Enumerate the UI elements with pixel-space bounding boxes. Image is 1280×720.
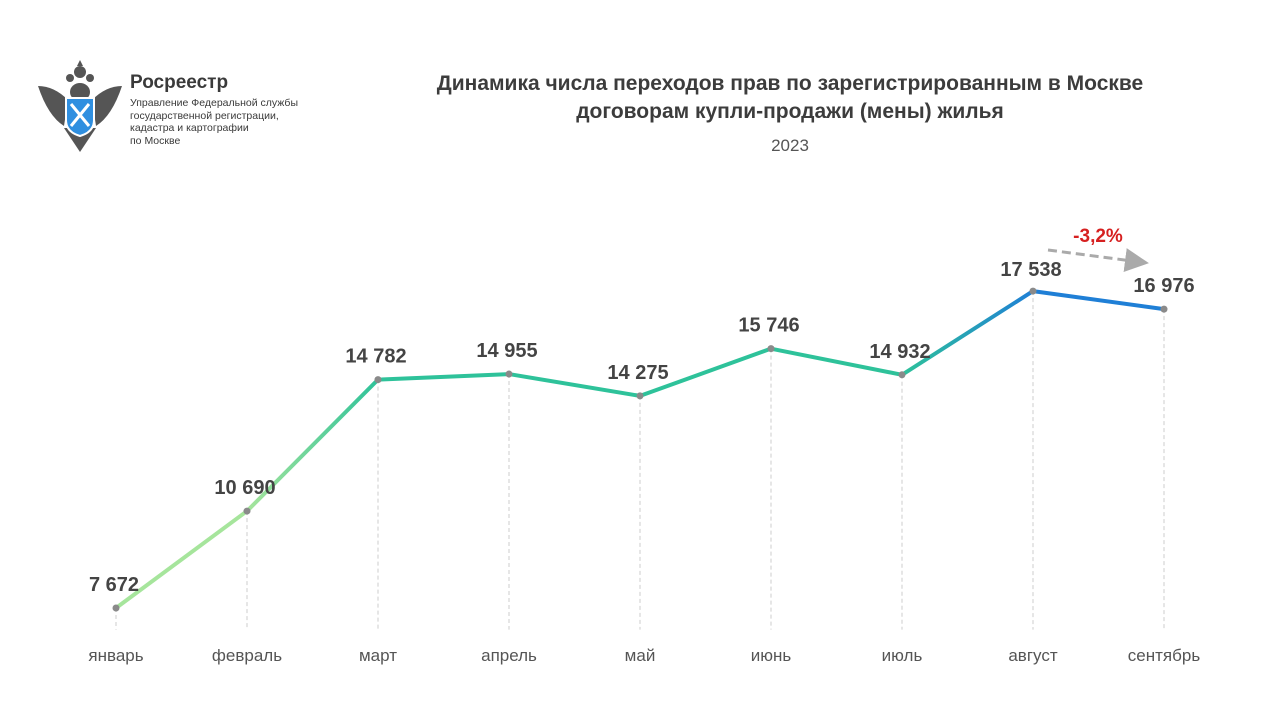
x-tick-label: март [359,646,397,665]
data-label: 16 976 [1133,275,1194,297]
x-tick-label: февраль [212,646,282,665]
data-point [898,371,906,379]
chart-title: Динамика числа переходов прав по зарегис… [360,70,1220,126]
chart-subtitle: 2023 [771,136,809,155]
brand-name: Росреестр [130,72,229,93]
data-point [243,507,251,515]
x-tick-label: апрель [481,646,537,665]
eagle-emblem-icon [38,60,122,152]
data-point [374,376,382,384]
x-tick-label: сентябрь [1128,646,1201,665]
data-point [505,370,513,378]
x-tick-label: июль [882,646,923,665]
data-point [1029,287,1037,295]
data-point [636,392,644,400]
x-tick-label: август [1008,646,1057,665]
data-label: 15 746 [738,315,799,337]
brand-subtitle: Управление Федеральной службы государств… [130,97,330,147]
x-tick-label: июнь [751,646,792,665]
title-line: Динамика числа переходов прав по зарегис… [436,72,1144,95]
title-line: договорам купли-продажи (мены) жилья [576,100,1004,123]
subtitle-line: кадастра и картографии [130,122,249,134]
subtitle-line: государственной регистрации, [130,109,279,122]
data-point [767,345,775,353]
subtitle-line: Управление Федеральной службы [130,97,298,109]
data-label: 14 932 [869,341,930,363]
data-label: 14 275 [607,362,668,384]
x-tick-label: январь [88,646,143,665]
data-label: 17 538 [1000,259,1061,281]
data-label: 7 672 [89,574,139,596]
data-point [1160,305,1168,313]
x-tick-label: май [625,646,656,665]
change-arrow [1047,248,1149,272]
change-annotation: -3,2% [1073,226,1123,247]
data-label: 14 782 [345,346,406,368]
data-label: 14 955 [476,340,537,362]
data-label: 10 690 [214,477,275,499]
data-point [112,604,120,612]
subtitle-line: по Москве [130,134,181,147]
